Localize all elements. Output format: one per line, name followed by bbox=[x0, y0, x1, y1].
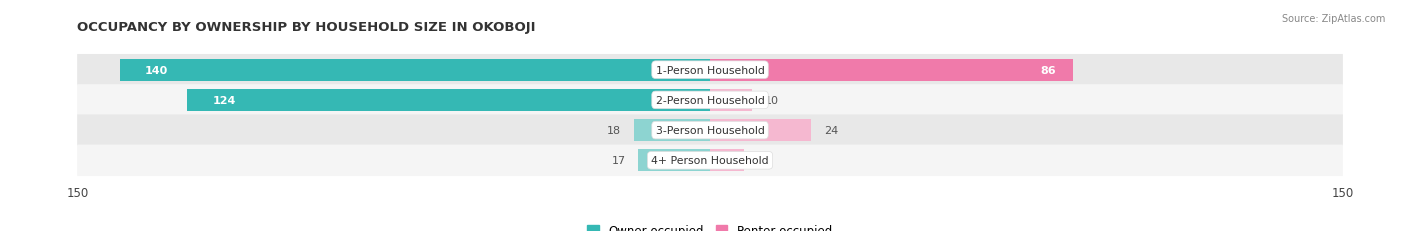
Text: 18: 18 bbox=[607, 126, 621, 136]
Bar bbox=[710, 60, 1073, 81]
Text: 140: 140 bbox=[145, 65, 169, 75]
FancyBboxPatch shape bbox=[77, 55, 1343, 86]
FancyBboxPatch shape bbox=[77, 145, 1343, 176]
Text: 3-Person Household: 3-Person Household bbox=[655, 126, 765, 136]
Bar bbox=[187, 90, 710, 111]
Bar bbox=[710, 90, 752, 111]
FancyBboxPatch shape bbox=[77, 85, 1343, 116]
Text: 124: 124 bbox=[212, 95, 236, 105]
Text: 86: 86 bbox=[1040, 65, 1056, 75]
FancyBboxPatch shape bbox=[77, 115, 1343, 146]
Text: 8: 8 bbox=[756, 156, 763, 166]
Bar bbox=[710, 120, 811, 141]
Text: 17: 17 bbox=[612, 156, 626, 166]
Bar bbox=[638, 150, 710, 171]
Text: 24: 24 bbox=[824, 126, 838, 136]
Text: 2-Person Household: 2-Person Household bbox=[655, 95, 765, 105]
Legend: Owner-occupied, Renter-occupied: Owner-occupied, Renter-occupied bbox=[582, 219, 838, 231]
Text: 4+ Person Household: 4+ Person Household bbox=[651, 156, 769, 166]
Text: 1-Person Household: 1-Person Household bbox=[655, 65, 765, 75]
Bar bbox=[710, 150, 744, 171]
Text: Source: ZipAtlas.com: Source: ZipAtlas.com bbox=[1281, 14, 1385, 24]
Bar bbox=[634, 120, 710, 141]
Text: OCCUPANCY BY OWNERSHIP BY HOUSEHOLD SIZE IN OKOBOJI: OCCUPANCY BY OWNERSHIP BY HOUSEHOLD SIZE… bbox=[77, 21, 536, 34]
Text: 10: 10 bbox=[765, 95, 779, 105]
Bar bbox=[120, 60, 710, 81]
